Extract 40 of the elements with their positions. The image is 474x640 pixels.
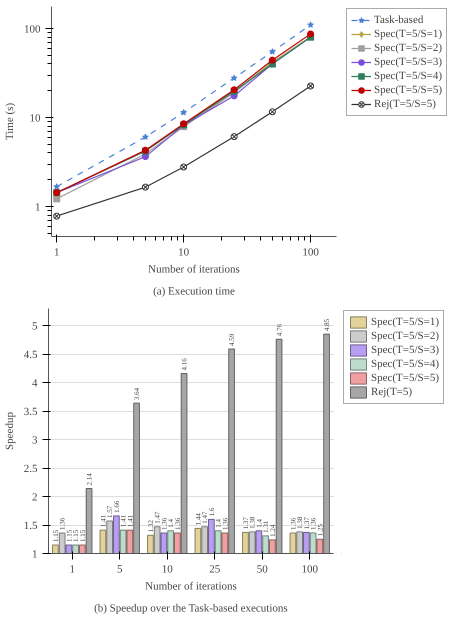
x-tick-label: 10 <box>162 564 174 576</box>
y-tick-label: 2 <box>32 492 38 504</box>
y-tick-label: 4 <box>32 378 38 390</box>
x-axis-title: Number of iterations <box>148 264 240 276</box>
legend-label: Spec(T=5/S=4) <box>371 357 440 371</box>
legend-label: Spec(T=5/S=2) <box>374 41 442 55</box>
y-tick-label: 3 <box>32 434 38 447</box>
x-tick-label: 50 <box>256 564 268 576</box>
y-tick-label: 1 <box>32 548 38 560</box>
y-tick-label: 1 <box>35 201 40 214</box>
y-tick-label: 10 <box>30 112 41 125</box>
text: (a) Execution time <box>153 286 236 298</box>
y-tick-label: 1.5 <box>24 520 38 532</box>
legend-label: Spec(T=5/S=3) <box>371 343 440 357</box>
legend-label: Spec(T=5/S=1) <box>371 315 440 329</box>
x-tick-label: 100 <box>302 246 320 258</box>
legend-label: Spec(T=5/S=5) <box>371 371 440 385</box>
x-tick-label: 25 <box>209 564 221 576</box>
x-tick-label: 1 <box>54 246 60 258</box>
x-tick-label: 1 <box>70 564 75 576</box>
y-axis-title: Time (s) <box>4 102 16 140</box>
y-tick-label: 3.5 <box>24 406 38 418</box>
legend-label: Rej(T=5) <box>371 385 412 399</box>
legend-label: Spec(T=5/S=1) <box>374 27 442 41</box>
y-tick-label: 2.5 <box>24 463 38 476</box>
x-tick-label: 10 <box>178 246 190 258</box>
legend-label: Spec(T=5/S=2) <box>371 329 440 343</box>
y-tick-label: 100 <box>24 24 41 36</box>
legend-label: Rej(T=5/S=5) <box>374 97 436 111</box>
legend-label: Task-based <box>374 13 424 27</box>
y-tick-label: 5 <box>32 320 38 333</box>
x-tick-label: 100 <box>302 564 318 576</box>
legend-label: Spec(T=5/S=5) <box>374 83 442 97</box>
x-tick-label: 5 <box>117 564 123 576</box>
x-axis-title: Number of iterations <box>145 580 237 592</box>
legend-label: Spec(T=5/S=4) <box>374 69 442 83</box>
y-tick-label: 4.5 <box>24 349 38 362</box>
legend-label: Spec(T=5/S=3) <box>374 55 442 69</box>
y-axis-title: Speedup <box>4 412 16 450</box>
text: (b) Speedup over the Task-based executions <box>94 602 288 614</box>
